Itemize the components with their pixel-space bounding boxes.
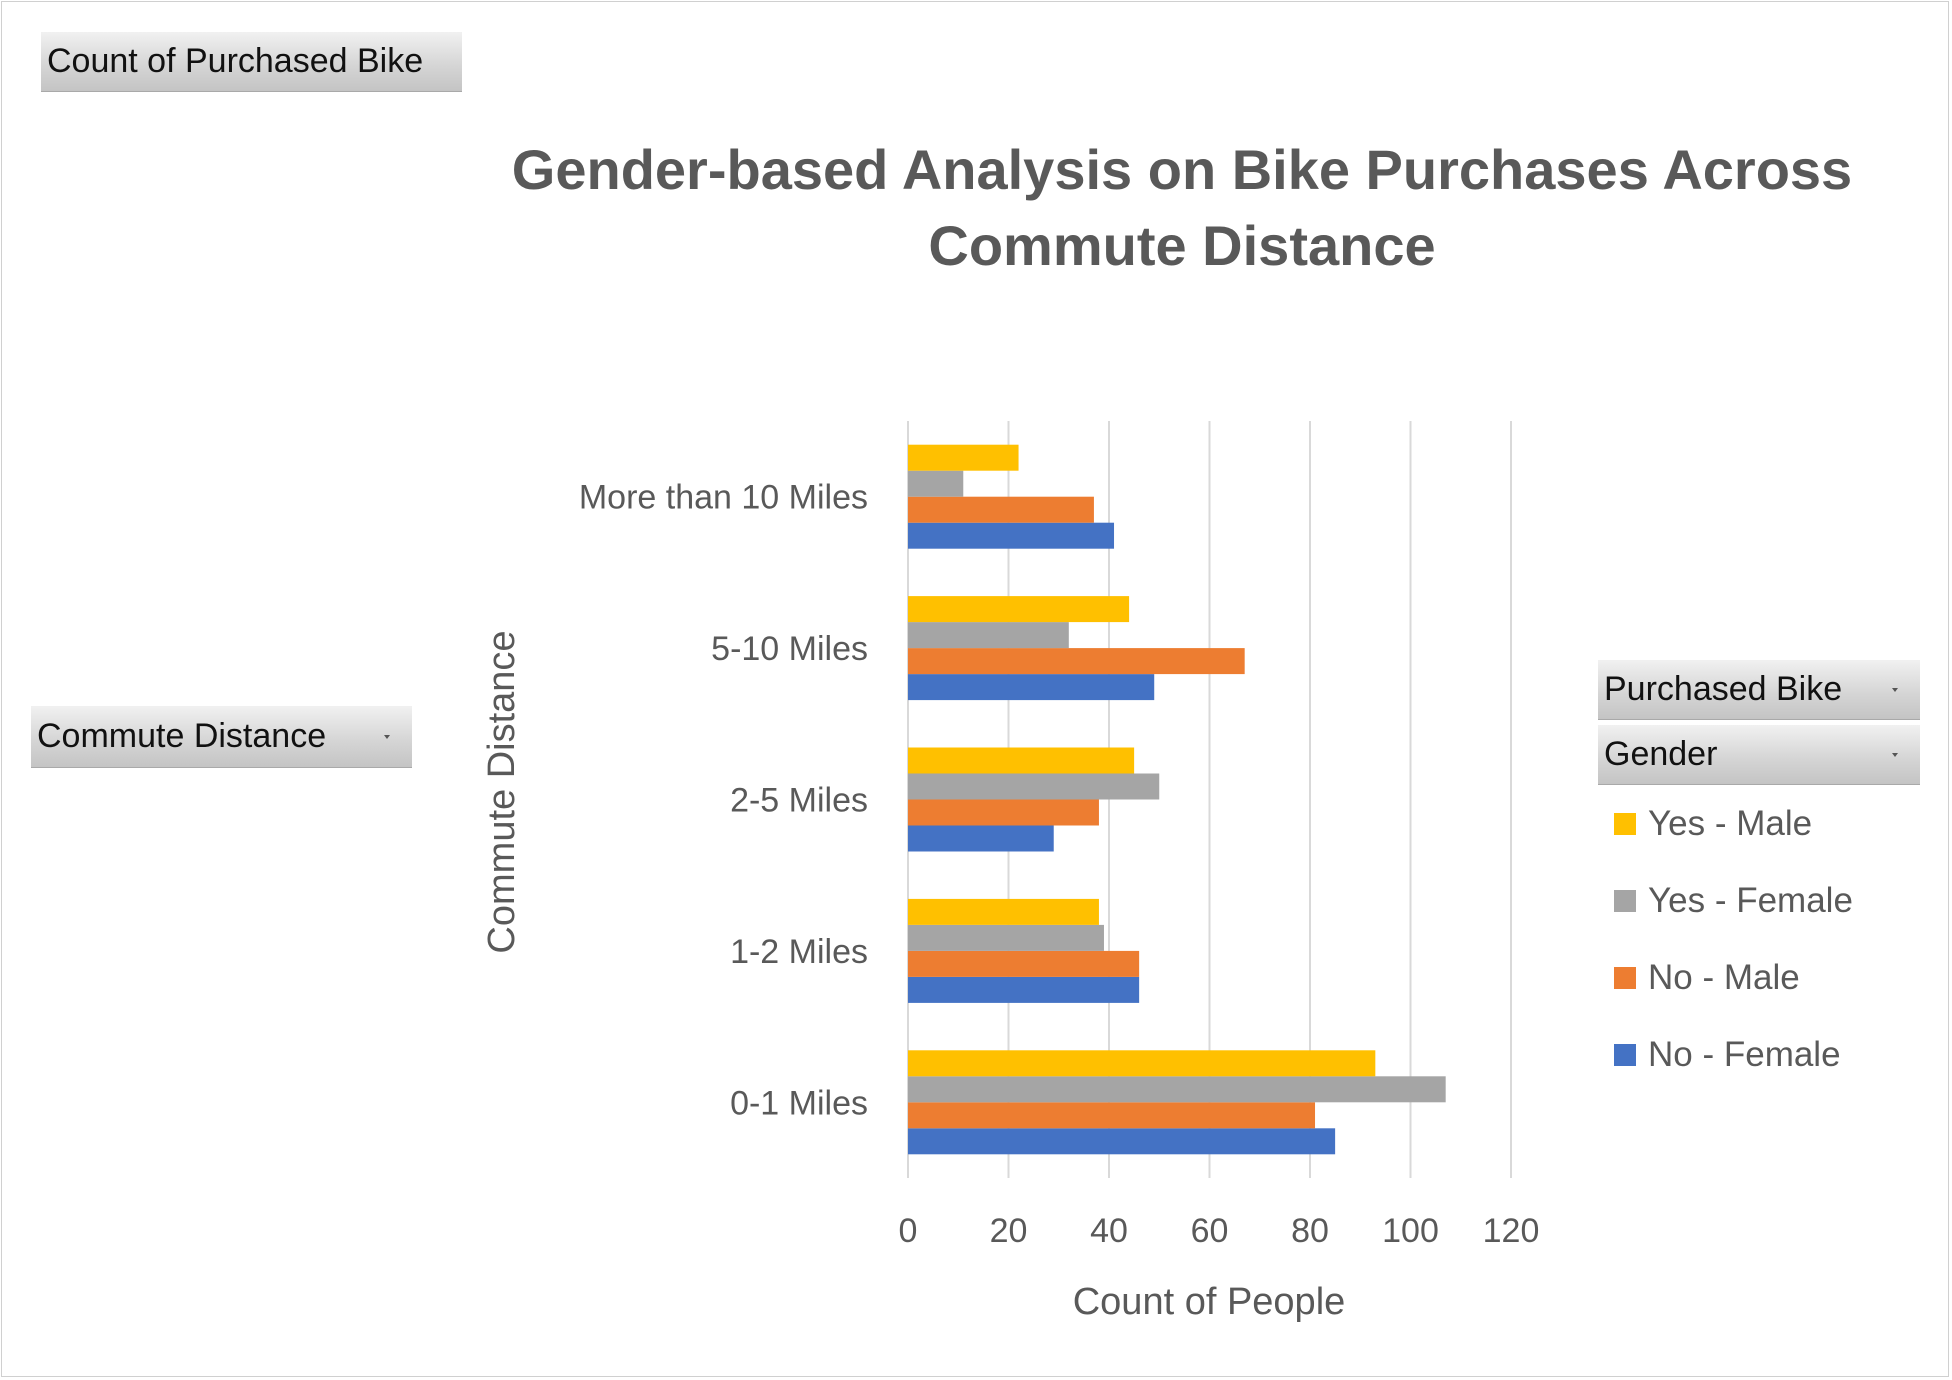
x-tick-label: 120 [1483, 1212, 1540, 1250]
bar-yes-male-2-5-miles[interactable] [908, 747, 1135, 774]
y-tick-label: 5-10 Miles [711, 630, 868, 668]
x-axis-title: Count of People [1073, 1281, 1346, 1323]
legend-label: Yes - Male [1648, 804, 1813, 843]
chart-title: Gender-based Analysis on Bike Purchases … [442, 132, 1922, 284]
legend-field-button-purchased-bike[interactable]: Purchased Bike [1598, 660, 1920, 720]
bar-no-female-more-than-10-miles[interactable] [908, 522, 1115, 549]
bar-no-male-more-than-10-miles[interactable] [908, 496, 1094, 523]
chevron-down-icon [384, 734, 390, 739]
legend-label: No - Female [1648, 1035, 1841, 1074]
legend-swatch [1614, 967, 1636, 989]
y-tick-label: 0-1 Miles [730, 1084, 868, 1122]
legend-swatch [1614, 890, 1636, 912]
y-tick-label: 2-5 Miles [730, 782, 868, 820]
bar-no-male-5-10-miles[interactable] [908, 648, 1245, 675]
legend-field-label: Gender [1604, 735, 1718, 773]
bar-no-female-1-2-miles[interactable] [908, 976, 1140, 1003]
bar-no-male-1-2-miles[interactable] [908, 950, 1140, 977]
bar-yes-female-1-2-miles[interactable] [908, 924, 1104, 951]
legend-entry[interactable]: Yes - Male [1614, 804, 1812, 844]
x-tick-label: 60 [1191, 1212, 1229, 1250]
axis-field-label: Commute Distance [37, 717, 327, 755]
bar-yes-female-0-1-miles[interactable] [908, 1076, 1446, 1103]
x-tick-label: 100 [1382, 1212, 1439, 1250]
legend-swatch [1614, 1044, 1636, 1066]
x-tick-label: 80 [1291, 1212, 1329, 1250]
value-field-button[interactable]: Count of Purchased Bike [41, 32, 462, 92]
tick-labels: 0 20 40 60 80 100 120 0-1 Miles 1-2 Miles 2-5 Mil… [579, 479, 1540, 1250]
bar-no-female-2-5-miles[interactable] [908, 825, 1054, 852]
bar-yes-female-5-10-miles[interactable] [908, 622, 1069, 649]
x-tick-label: 20 [990, 1212, 1028, 1250]
legend-swatch [1614, 813, 1636, 835]
legend-entry[interactable]: Yes - Female [1614, 881, 1853, 921]
bar-yes-male-0-1-miles[interactable] [908, 1050, 1376, 1077]
bar-no-male-2-5-miles[interactable] [908, 799, 1099, 826]
chevron-down-icon [1892, 687, 1898, 692]
bars [908, 444, 1446, 1155]
bar-yes-male-5-10-miles[interactable] [908, 596, 1130, 623]
bar-yes-female-2-5-miles[interactable] [908, 773, 1160, 800]
legend-field-button-gender[interactable]: Gender [1598, 725, 1920, 785]
chart-title-line-2: Commute Distance [928, 214, 1436, 277]
bar-yes-male-more-than-10-miles[interactable] [908, 444, 1019, 471]
x-tick-label: 40 [1090, 1212, 1128, 1250]
y-tick-label: 1-2 Miles [730, 933, 868, 971]
bar-no-female-0-1-miles[interactable] [908, 1128, 1336, 1155]
chevron-down-icon [1892, 752, 1898, 757]
value-field-label: Count of Purchased Bike [47, 42, 424, 80]
y-tick-label: More than 10 Miles [579, 479, 868, 517]
axis-field-button[interactable]: Commute Distance [31, 706, 412, 768]
legend-entry[interactable]: No - Female [1614, 1035, 1841, 1075]
bar-no-male-0-1-miles[interactable] [908, 1102, 1316, 1129]
y-axis-title: Commute Distance [481, 630, 523, 953]
legend-field-label: Purchased Bike [1604, 670, 1843, 708]
chart-title-line-1: Gender-based Analysis on Bike Purchases … [511, 138, 1853, 201]
legend-entry[interactable]: No - Male [1614, 958, 1800, 998]
bar-yes-male-1-2-miles[interactable] [908, 898, 1099, 925]
bar-no-female-5-10-miles[interactable] [908, 674, 1155, 701]
legend-label: Yes - Female [1648, 881, 1853, 920]
x-tick-label: 0 [899, 1212, 918, 1250]
legend-label: No - Male [1648, 958, 1800, 997]
bar-yes-female-more-than-10-miles[interactable] [908, 470, 964, 497]
